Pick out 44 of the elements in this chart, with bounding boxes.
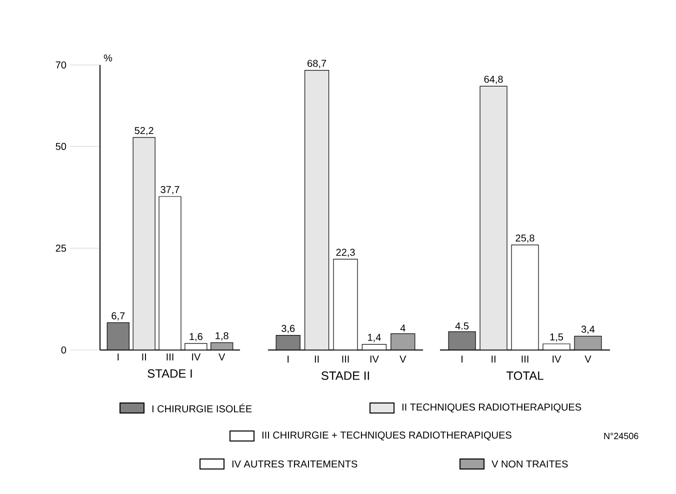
data-label: 3,4 xyxy=(581,326,595,334)
data-label: 52,2 xyxy=(134,127,154,136)
data-label: 25,8 xyxy=(516,234,534,243)
data-label: 4.5 xyxy=(455,322,469,330)
data-label: 68,7 xyxy=(308,60,326,68)
x-tick-label: III xyxy=(522,356,528,363)
x-tick-label: IV xyxy=(192,354,201,360)
y-tick-label: 0 xyxy=(61,346,66,354)
text: N°24506 xyxy=(604,432,638,440)
x-tick-label: V xyxy=(584,356,592,363)
x-tick-label: I xyxy=(288,356,289,363)
data-label: 6,7 xyxy=(112,312,125,321)
x-tick-label: V xyxy=(400,356,406,363)
y-tick-label: 70 xyxy=(56,61,66,69)
text: V NON TRAITES xyxy=(492,460,568,468)
x-tick-label: II xyxy=(142,354,146,360)
data-label: 22,3 xyxy=(336,248,355,258)
x-tick-label: II xyxy=(492,356,496,363)
data-label: 37,7 xyxy=(160,186,180,194)
y-tick-label: 50 xyxy=(56,142,66,150)
text: I CHIRURGIE ISOLÉE xyxy=(152,404,252,412)
data-label: 1,4 xyxy=(368,334,381,342)
data-label: 1,6 xyxy=(190,333,202,342)
x-tick-label: I xyxy=(118,354,119,360)
text: III CHIRURGIE + TECHNIQUES RADIOTHERAPIQUES xyxy=(262,432,512,440)
x-tick-label: I xyxy=(462,356,463,363)
x-tick-label: III xyxy=(166,354,174,360)
y-tick-label: 25 xyxy=(56,244,66,252)
data-label: 4 xyxy=(400,324,406,332)
text: IV AUTRES TRAITEMENTS xyxy=(232,460,358,468)
data-label: 64,8 xyxy=(484,76,503,84)
data-label: 1,8 xyxy=(216,332,228,340)
data-label: 3,6 xyxy=(282,324,295,334)
text: II TECHNIQUES RADIOTHERAPIQUES xyxy=(402,404,582,412)
x-tick-label: II xyxy=(314,356,319,363)
x-tick-label: III xyxy=(342,356,349,363)
x-tick-label: IV xyxy=(552,356,562,363)
x-tick-label: IV xyxy=(370,356,379,363)
y-axis-title: % xyxy=(104,54,112,62)
data-label: 1,5 xyxy=(550,334,564,342)
x-axis-title: STADE II xyxy=(321,371,369,380)
x-axis-title: TOTAL xyxy=(506,371,544,380)
x-axis-title: STADE I xyxy=(148,369,192,378)
x-tick-label: V xyxy=(218,354,226,360)
